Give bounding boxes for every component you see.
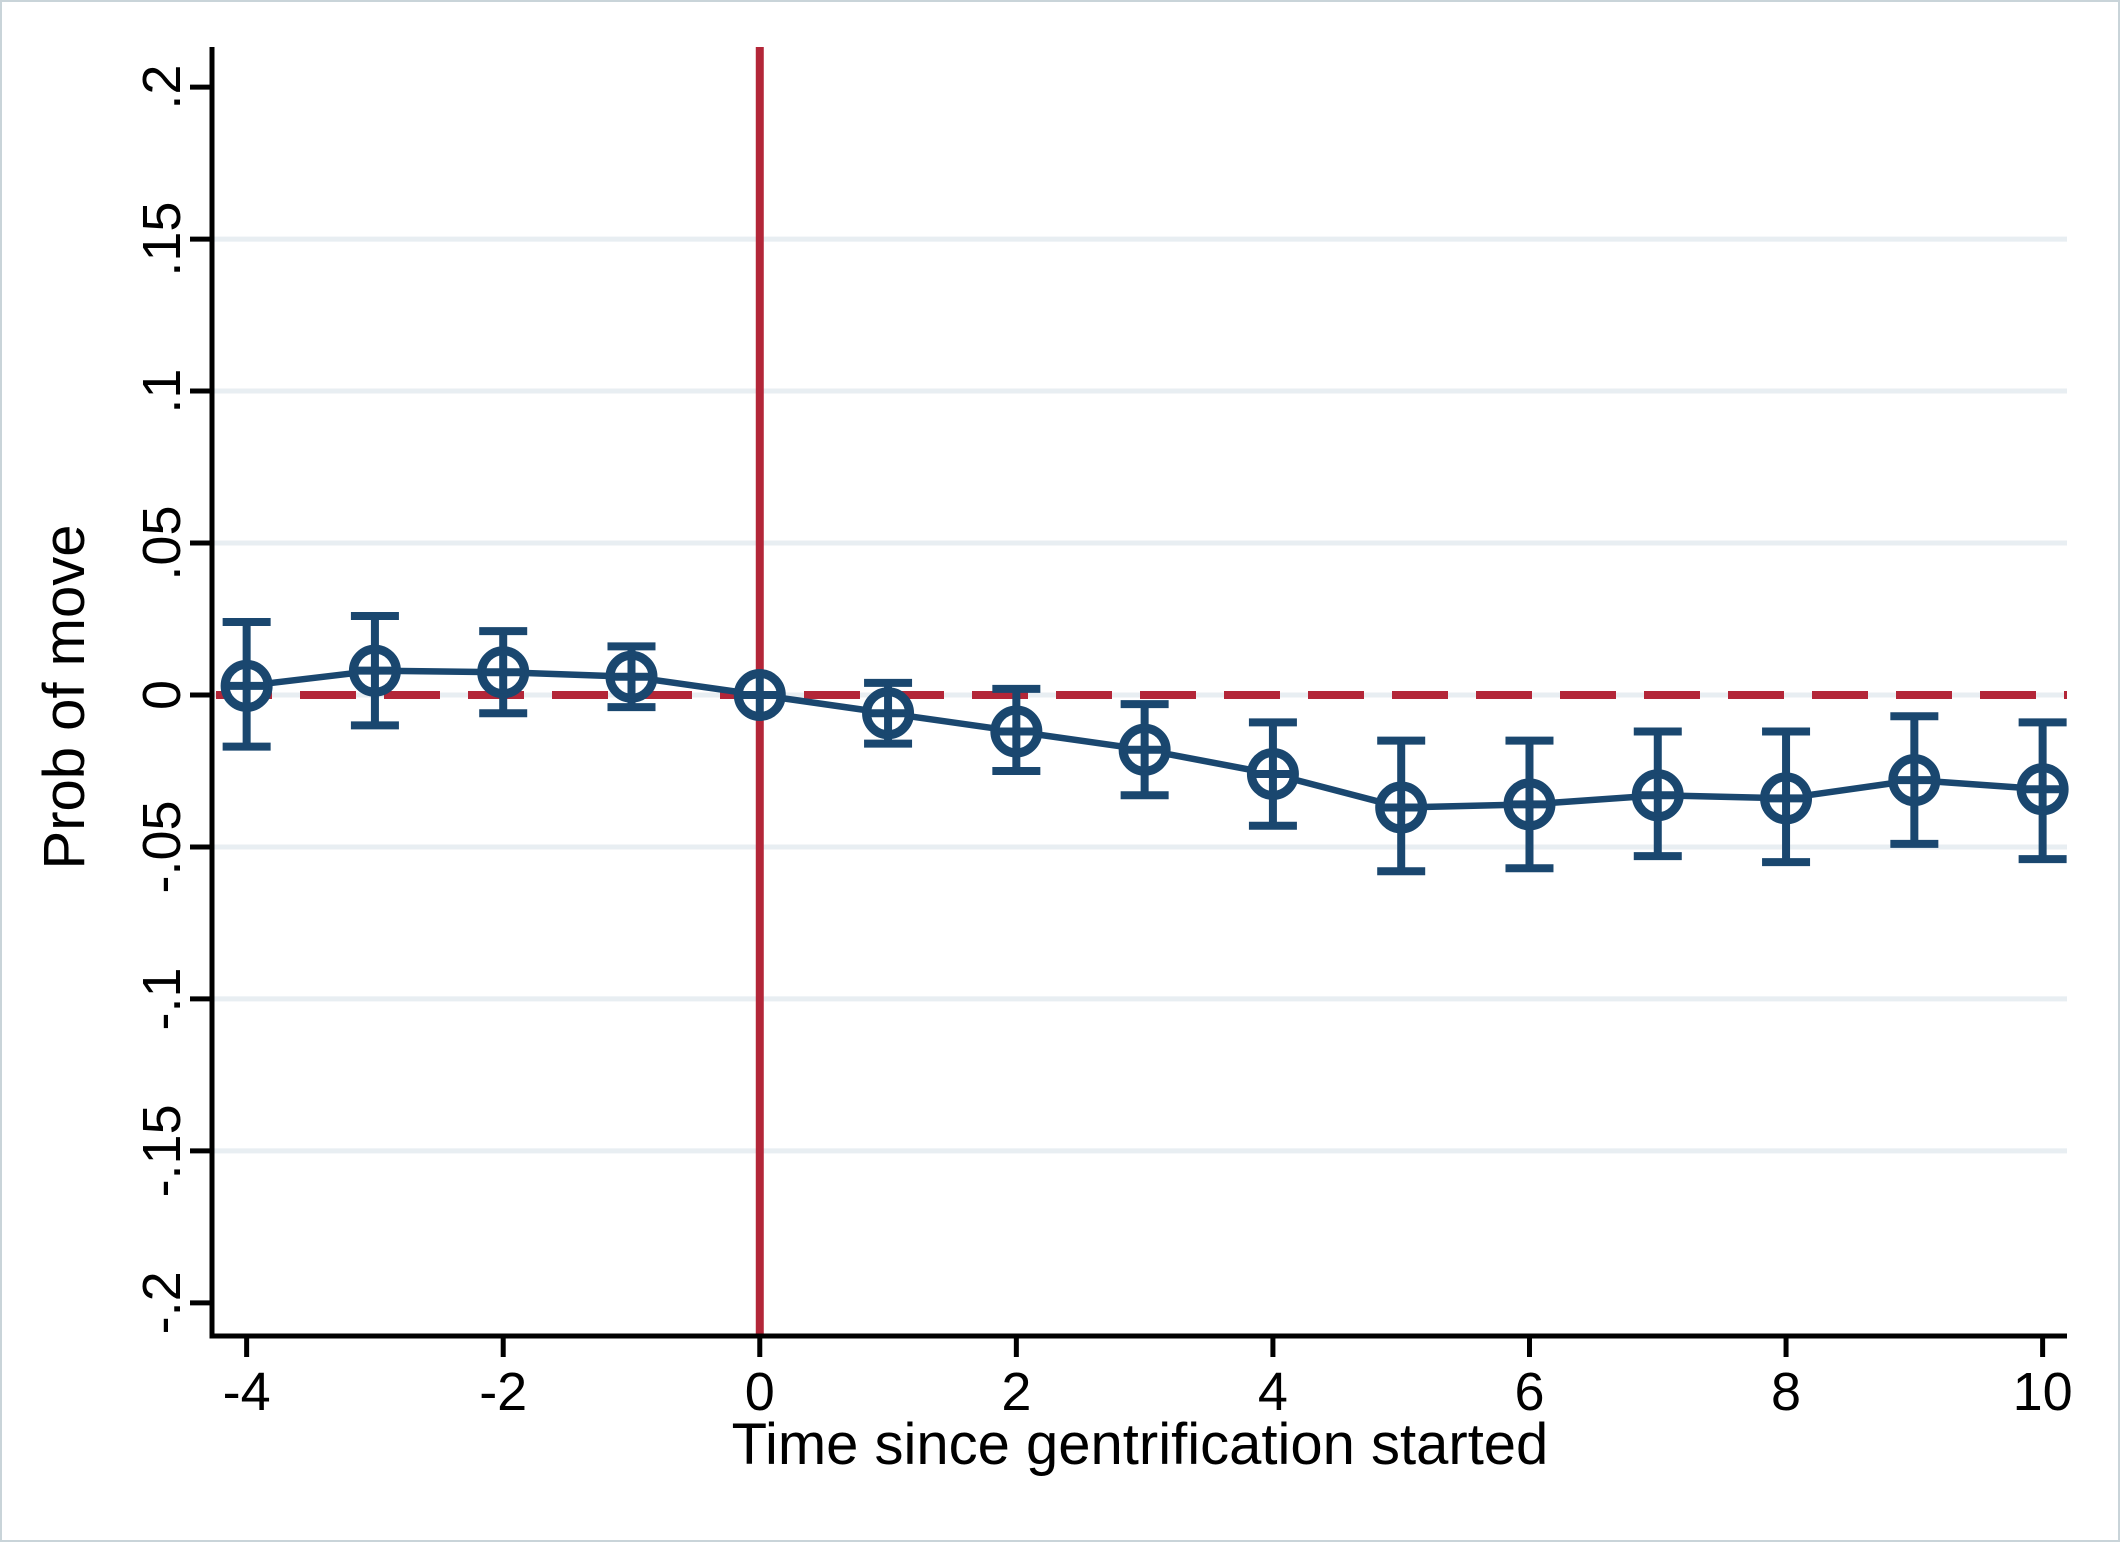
data-point-marker bbox=[1375, 781, 1428, 834]
y-axis-title: Prob of move bbox=[32, 525, 97, 870]
data-point-marker bbox=[1631, 769, 1684, 822]
y-tick-label: .05 bbox=[132, 505, 192, 580]
data-point-marker bbox=[1760, 772, 1813, 825]
data-point-marker bbox=[862, 687, 915, 740]
y-tick-label: .15 bbox=[132, 202, 192, 277]
x-tick-label: 10 bbox=[2013, 1362, 2073, 1422]
data-point-marker bbox=[220, 659, 273, 712]
data-point-marker bbox=[2016, 763, 2069, 816]
x-tick-label: 4 bbox=[1258, 1362, 1288, 1422]
y-tick-label: -.05 bbox=[132, 800, 192, 893]
data-point-marker bbox=[1118, 723, 1171, 776]
data-point-marker bbox=[990, 705, 1043, 758]
data-point-marker bbox=[1888, 754, 1941, 807]
y-tick-label: -.2 bbox=[132, 1271, 192, 1334]
axis-layer: .2 .15 .1 .05 0 -.05 -.1 -.15 -.2 -4 -2 0 2 4 6 8 10 bbox=[132, 47, 2073, 1422]
y-tick-label: -.1 bbox=[132, 967, 192, 1030]
x-tick-label: -4 bbox=[223, 1362, 271, 1422]
y-tick-label: .2 bbox=[132, 65, 192, 110]
x-tick-label: 2 bbox=[1001, 1362, 1031, 1422]
data-point-marker bbox=[605, 650, 658, 703]
data-layer bbox=[220, 611, 2069, 876]
data-point-marker bbox=[1503, 778, 1556, 831]
data-point-marker bbox=[733, 668, 786, 721]
y-tick-label: 0 bbox=[132, 680, 192, 710]
data-point-marker bbox=[477, 646, 530, 699]
x-axis-title: Time since gentrification started bbox=[732, 1412, 1549, 1477]
data-point-marker bbox=[348, 644, 401, 697]
data-point-marker bbox=[1246, 748, 1299, 801]
x-tick-label: 0 bbox=[745, 1362, 775, 1422]
y-tick-label: -.15 bbox=[132, 1104, 192, 1197]
x-tick-label: 6 bbox=[1514, 1362, 1544, 1422]
y-tick-label: .1 bbox=[132, 369, 192, 414]
x-tick-label: -2 bbox=[479, 1362, 527, 1422]
x-tick-label: 8 bbox=[1771, 1362, 1801, 1422]
